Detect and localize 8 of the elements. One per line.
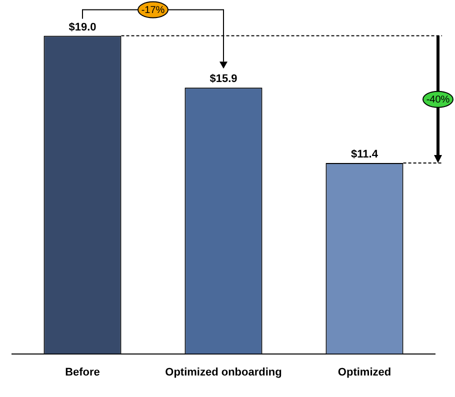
x-tick-label: Before xyxy=(65,366,100,378)
data-label: $15.9 xyxy=(210,73,238,86)
annotation: -40% xyxy=(426,94,450,106)
text: -17% xyxy=(141,5,165,16)
x-tick-label: Optimized onboarding xyxy=(165,366,282,378)
data-label: $19.0 xyxy=(68,21,96,34)
x-tick-label: Optimized xyxy=(338,366,392,378)
data-label: $11.4 xyxy=(351,148,379,161)
